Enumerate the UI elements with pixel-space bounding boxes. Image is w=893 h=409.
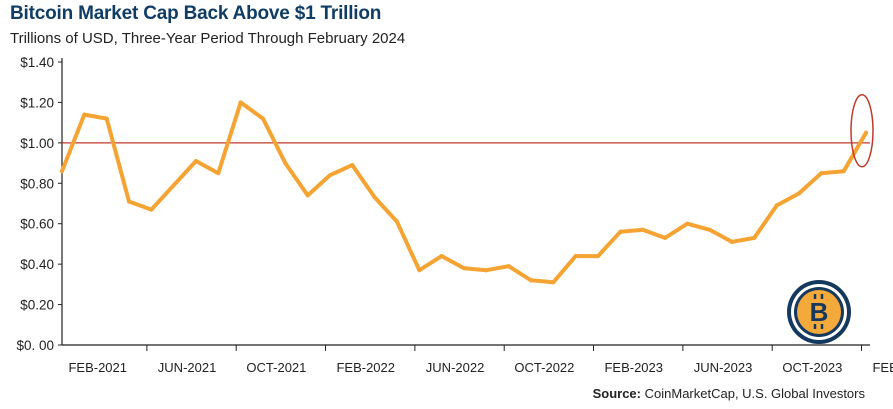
source-label: Source: [592, 386, 641, 401]
data-point [663, 235, 667, 240]
x-tick-label: OCT-2021 [246, 360, 306, 375]
x-axis: FEB-2021 JUN-2021 OCT-2021 FEB-2022 JUN-2022… [62, 344, 893, 375]
source-note: Source: CoinMarketCap, U.S. Global Inves… [593, 386, 865, 401]
x-tick-label: JUN-2021 [158, 360, 217, 375]
data-point [462, 266, 466, 271]
source-text: CoinMarketCap, U.S. Global Investors [644, 386, 865, 401]
series-layer [60, 100, 868, 285]
data-point [864, 130, 868, 135]
data-point [618, 229, 623, 234]
data-point [685, 221, 690, 226]
data-point [149, 207, 154, 212]
y-tick-label: $1.20 [20, 95, 54, 110]
chart-title: Bitcoin Market Cap Back Above $1 Trillio… [10, 3, 382, 24]
x-tick-label: FEB-2021 [68, 360, 127, 375]
y-tick-label: $0.40 [20, 257, 54, 272]
data-point [752, 235, 757, 240]
data-point [305, 193, 310, 198]
data-point [216, 171, 221, 176]
data-point [506, 264, 511, 269]
highlight-ellipse [850, 94, 874, 168]
data-point [395, 219, 399, 224]
data-point [171, 183, 176, 188]
y-axis: $0. 00 $0.20 $0.40 $0.60 $0.80 $1.00 $1.20 $1.4… [16, 55, 63, 353]
data-point [730, 239, 734, 244]
highlight-layer [850, 94, 874, 168]
data-point [529, 278, 533, 283]
x-tick-label: JUN-2022 [426, 360, 485, 375]
y-tick-label: $0.20 [20, 298, 54, 313]
data-point [841, 169, 846, 174]
x-tick-label: FEB-2023 [604, 360, 663, 375]
data-point [350, 163, 355, 168]
data-point [82, 112, 87, 117]
data-point [596, 254, 600, 259]
data-point [104, 116, 109, 121]
data-point [238, 100, 243, 105]
data-point [439, 254, 444, 259]
data-point [640, 227, 645, 232]
data-point [819, 171, 824, 176]
series-line [60, 100, 868, 285]
x-tick-label: FEB-2022 [336, 360, 395, 375]
data-point [194, 159, 198, 164]
data-point [127, 199, 131, 204]
y-tick-label: $0.60 [20, 217, 54, 232]
bitcoin-logo-icon: B [787, 280, 851, 344]
bitcoin-logo-glyph: B [810, 297, 829, 327]
chart-subtitle: Trillions of USD, Three-Year Period Thro… [10, 30, 406, 47]
y-tick-label: $1.40 [20, 55, 54, 70]
y-tick-label: $1.00 [20, 136, 54, 151]
data-point [774, 203, 779, 208]
y-tick-label: $0.80 [20, 176, 54, 191]
data-point [573, 254, 578, 259]
data-point [283, 161, 288, 166]
x-tick-label: JUN-2023 [694, 360, 753, 375]
x-tick-label: OCT-2022 [514, 360, 574, 375]
x-tick-label: FEB-2024 [872, 360, 893, 375]
data-point [328, 173, 332, 178]
data-point [417, 268, 422, 273]
data-point [707, 227, 712, 232]
data-point [797, 191, 801, 196]
y-tick-label: $0. 00 [16, 338, 54, 353]
data-point [261, 116, 265, 121]
x-tick-label: OCT-2023 [782, 360, 842, 375]
data-point [60, 169, 64, 174]
data-point [551, 280, 556, 285]
data-point [372, 195, 377, 200]
data-point [484, 268, 489, 273]
